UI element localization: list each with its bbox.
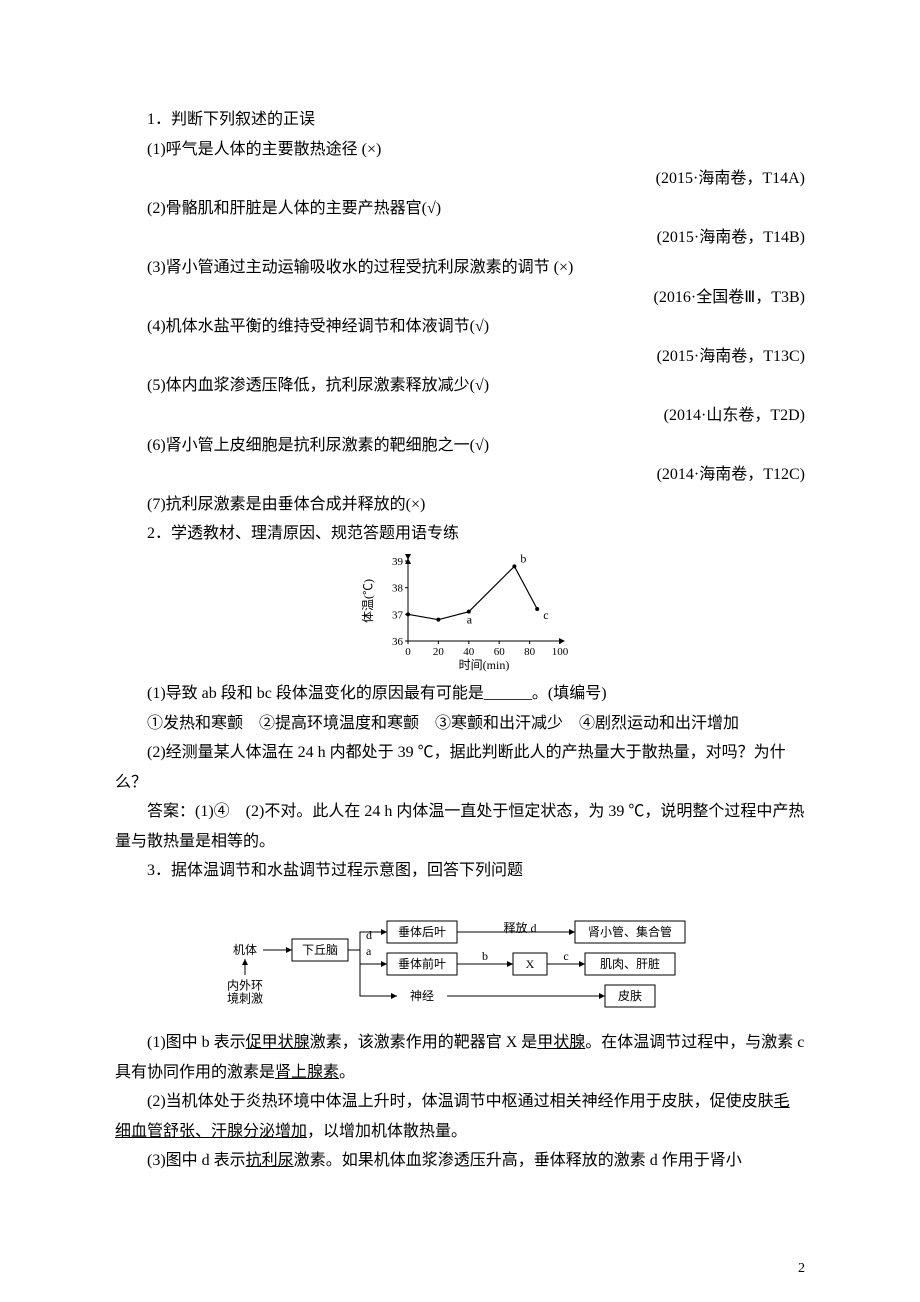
svg-text:境刺激: 境刺激 [227,991,263,1006]
q2-title: 2．学透教材、理清原因、规范答题用语专练 [115,519,805,549]
q1-item-5: (5)体内血浆渗透压降低，抗利尿激素释放减少(√) [115,371,805,401]
q3-p1u3: 肾上腺素 [275,1064,339,1081]
svg-text:垂体前叶: 垂体前叶 [398,956,446,971]
svg-text:内外环: 内外环 [227,979,263,993]
page-number: 2 [798,1256,805,1282]
q3-p1b: 激素，该激素作用的靶器官 X 是 [310,1034,538,1051]
q1-source-2: (2015·海南卷，T14B) [115,223,805,253]
svg-text:80: 80 [524,646,536,658]
q1-item-1: (1)呼气是人体的主要散热途径 (×) [115,135,805,165]
q3-p3b: 激素。如果机体血浆渗透压升高，垂体释放的激素 d 作用于肾小 [294,1152,742,1169]
q1-source-5: (2014·山东卷，T2D) [115,401,805,431]
svg-text:下丘脑: 下丘脑 [302,943,338,957]
q3-p3: (3)图中 d 表示抗利尿激素。如果机体血浆渗透压升高，垂体释放的激素 d 作用… [115,1146,805,1176]
svg-text:b: b [520,553,526,565]
svg-text:0: 0 [405,646,411,658]
svg-text:20: 20 [433,646,445,658]
svg-text:神经: 神经 [410,989,434,1003]
q2-options: ①发热和寒颤 ②提高环境温度和寒颤 ③寒颤和出汗减少 ④剧烈运动和出汗增加 [115,709,805,739]
q3-p1a: (1)图中 b 表示 [147,1034,246,1051]
q3-p3u1: 抗利尿 [246,1152,294,1169]
q1-source-6: (2014·海南卷，T12C) [115,460,805,490]
svg-text:机体: 机体 [233,943,257,957]
q2-sub2: (2)经测量某人体温在 24 h 内都处于 39 ℃，据此判断此人的产热量大于散… [115,738,805,797]
q2-answer: 答案：(1)④ (2)不对。此人在 24 h 内体温一直处于恒定状态，为 39 … [115,797,805,856]
q1-source-3: (2016·全国卷Ⅲ，T3B) [115,283,805,313]
q3-p2: (2)当机体处于炎热环境中体温上升时，体温调节中枢通过相关神经作用于皮肤，促使皮… [115,1087,805,1146]
q3-p3a: (3)图中 d 表示 [147,1152,246,1169]
svg-text:60: 60 [494,646,506,658]
svg-text:100: 100 [552,646,569,658]
q3-p2a: (2)当机体处于炎热环境中体温上升时，体温调节中枢通过相关神经作用于皮肤，促使皮… [147,1093,774,1110]
q1-source-1: (2015·海南卷，T14A) [115,164,805,194]
svg-text:40: 40 [463,646,475,658]
q2-chart: 36 37 38 39 0 20 40 60 80 100 体温(℃) 时间(min) a b c [115,553,805,673]
svg-text:36: 36 [392,636,404,648]
q1-item-3: (3)肾小管通过主动运输吸收水的过程受抗利尿激素的调节 (×) [115,253,805,283]
q3-p2b: ，以增加机体散热量。 [307,1123,467,1140]
svg-text:皮肤: 皮肤 [618,988,642,1003]
svg-text:d: d [366,928,372,942]
q3-diagram: 机体内外环境刺激 下丘脑 垂体后叶垂体前叶神经 X 释放 d 肾小管、集合管肌肉、肝脏皮肤… [115,892,805,1022]
q1-item-4: (4)机体水盐平衡的维持受神经调节和体液调节(√) [115,312,805,342]
q3-p1u1: 促甲状腺 [246,1034,310,1051]
q2-sub1: (1)导致 ab 段和 bc 段体温变化的原因最有可能是______。(填编号) [115,679,805,709]
svg-text:37: 37 [392,609,404,621]
q1-item-2: (2)骨骼肌和肝脏是人体的主要产热器官(√) [115,194,805,224]
q3-p1: (1)图中 b 表示促甲状腺激素，该激素作用的靶器官 X 是甲状腺。在体温调节过… [115,1028,805,1087]
svg-text:c: c [543,608,548,622]
svg-text:肾小管、集合管: 肾小管、集合管 [588,924,672,939]
q1-source-4: (2015·海南卷，T13C) [115,342,805,372]
q3-title: 3．据体温调节和水盐调节过程示意图，回答下列问题 [115,856,805,886]
q3-p1u2: 甲状腺 [537,1034,585,1051]
svg-text:a: a [467,613,473,627]
svg-text:38: 38 [392,583,404,595]
svg-text:X: X [526,957,535,971]
q1-item-6: (6)肾小管上皮细胞是抗利尿激素的靶细胞之一(√) [115,431,805,461]
svg-text:39: 39 [392,556,404,568]
svg-text:体温(℃): 体温(℃) [361,579,375,623]
svg-text:肌肉、肝脏: 肌肉、肝脏 [600,956,660,971]
svg-text:b: b [482,949,488,963]
svg-text:a: a [366,944,372,958]
svg-text:垂体后叶: 垂体后叶 [398,925,446,939]
svg-text:释放 d: 释放 d [503,920,536,935]
svg-text:c: c [563,949,568,963]
q1-title: 1．判断下列叙述的正误 [115,105,805,135]
q1-item-7: (7)抗利尿激素是由垂体合成并释放的(×) [115,490,805,520]
q3-p1d: 。 [339,1064,355,1081]
svg-text:时间(min): 时间(min) [459,658,510,672]
